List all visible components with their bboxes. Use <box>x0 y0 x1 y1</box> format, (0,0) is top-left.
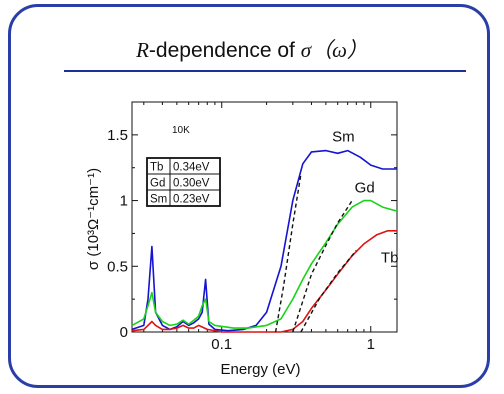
series-label-tb: Tb <box>381 249 399 266</box>
y-axis-label: σ (10³Ω⁻¹cm⁻¹) <box>85 168 102 270</box>
series-line-sm <box>131 149 397 332</box>
slide-title: R-dependence of σ（ω） <box>0 34 504 64</box>
title-mid: -dependence of <box>148 39 301 62</box>
series-line-tb <box>131 230 397 333</box>
gap-table <box>146 157 221 207</box>
table-gap-cell: 0.30eV <box>173 178 210 190</box>
table-element-cell: Sm <box>150 194 167 206</box>
slide-frame <box>8 4 490 388</box>
series-label-gd: Gd <box>355 180 375 197</box>
table-element-cell: Tb <box>150 162 163 174</box>
title-sigma: σ（ω） <box>300 38 368 62</box>
series-label-sm: Sm <box>332 128 355 145</box>
y-tick-label: 1 <box>120 193 128 210</box>
fit-line-sm <box>274 174 302 333</box>
fit-line-gd <box>292 200 353 333</box>
x-tick-label: 1 <box>367 336 375 353</box>
table-gap-cell: 0.23eV <box>173 194 210 206</box>
title-prefix: R <box>136 38 149 62</box>
y-tick-label: 0 <box>120 324 128 341</box>
plot-frame <box>131 101 398 333</box>
table-gap-cell: 0.34eV <box>173 162 210 174</box>
temperature-label: 10K <box>172 125 190 136</box>
y-tick-label: 1.5 <box>107 127 128 144</box>
title-underline <box>64 70 466 72</box>
y-tick-label: 0.5 <box>107 258 128 275</box>
x-tick-label: 0.1 <box>211 336 232 353</box>
series-line-gd <box>131 199 398 329</box>
x-axis-label: Energy (eV) <box>220 361 300 378</box>
table-element-cell: Gd <box>150 178 165 190</box>
fit-line-tb <box>300 250 357 333</box>
